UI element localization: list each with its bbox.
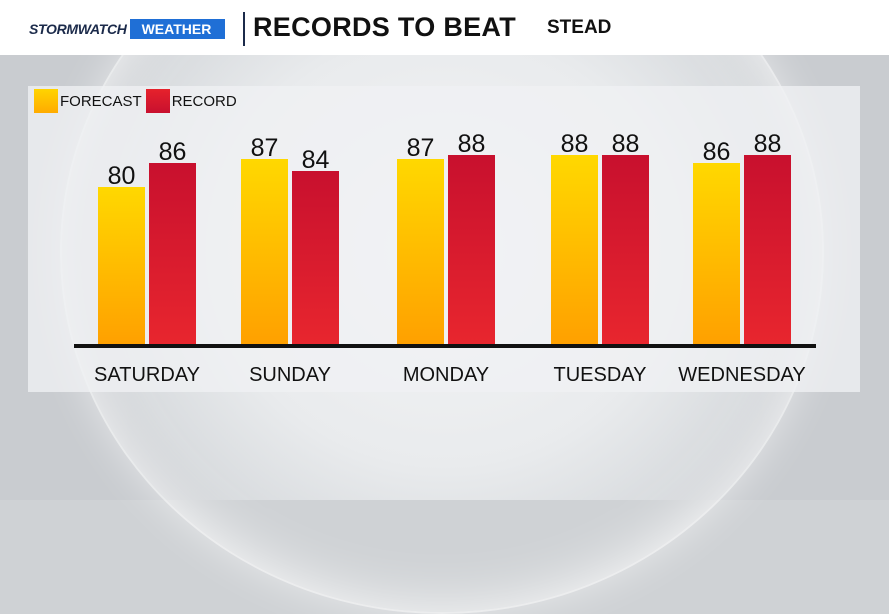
header-divider [243, 12, 245, 46]
tick-label-saturday: SATURDAY [94, 364, 200, 386]
bars-group [98, 155, 791, 345]
legend-swatch-record [145, 89, 170, 113]
chart-baseline [74, 344, 816, 348]
bar-chart: 80 86 SATURDAY 87 84 SUNDAY 87 88 MONDAY 88 88 TUES… [74, 130, 816, 386]
bar-record-sunday [292, 171, 339, 345]
data-label-record-monday: 88 [458, 130, 486, 158]
bar-forecast-monday [397, 159, 444, 345]
brand-storm-text: STORMWATCH [29, 21, 127, 37]
bar-forecast-sunday [241, 159, 288, 345]
bar-forecast-tuesday [551, 155, 598, 345]
bar-record-wednesday [744, 155, 791, 345]
data-label-record-saturday: 86 [159, 138, 187, 166]
brand-weather-text: WEATHER [129, 19, 226, 39]
legend-swatch-forecast [34, 89, 58, 113]
data-label-forecast-tuesday: 88 [561, 130, 589, 158]
bar-record-monday [448, 155, 495, 345]
legend-label-record: RECORD [171, 92, 237, 110]
legend-item-record: RECORD [145, 89, 237, 113]
bar-forecast-saturday [98, 187, 145, 345]
tick-label-tuesday: TUESDAY [554, 364, 647, 386]
tick-label-wednesday: WEDNESDAY [678, 364, 805, 386]
bar-record-saturday [149, 163, 196, 345]
tick-label-monday: MONDAY [403, 364, 489, 386]
chart-legend: FORECAST RECORD [34, 89, 241, 113]
data-label-record-tuesday: 88 [612, 130, 640, 158]
labels-group: 80 86 SATURDAY 87 84 SUNDAY 87 88 MONDAY 88 88 TUES… [94, 130, 806, 386]
header-bar: STORMWATCH WEATHER RECORDS TO BEAT STEAD [0, 0, 889, 55]
data-label-forecast-monday: 87 [407, 134, 435, 162]
location-label: STEAD [547, 17, 612, 38]
data-label-record-wednesday: 88 [754, 130, 782, 158]
bar-record-tuesday [602, 155, 649, 345]
brand-logo: STORMWATCH WEATHER [29, 19, 226, 39]
legend-item-forecast: FORECAST [34, 89, 142, 113]
tick-label-sunday: SUNDAY [249, 364, 331, 386]
data-label-record-sunday: 84 [302, 146, 330, 174]
data-label-forecast-sunday: 87 [251, 134, 279, 162]
legend-label-forecast: FORECAST [60, 92, 142, 110]
page-title: RECORDS TO BEAT [253, 12, 517, 42]
data-label-forecast-wednesday: 86 [703, 138, 731, 166]
data-label-forecast-saturday: 80 [108, 162, 136, 190]
bar-forecast-wednesday [693, 163, 740, 345]
